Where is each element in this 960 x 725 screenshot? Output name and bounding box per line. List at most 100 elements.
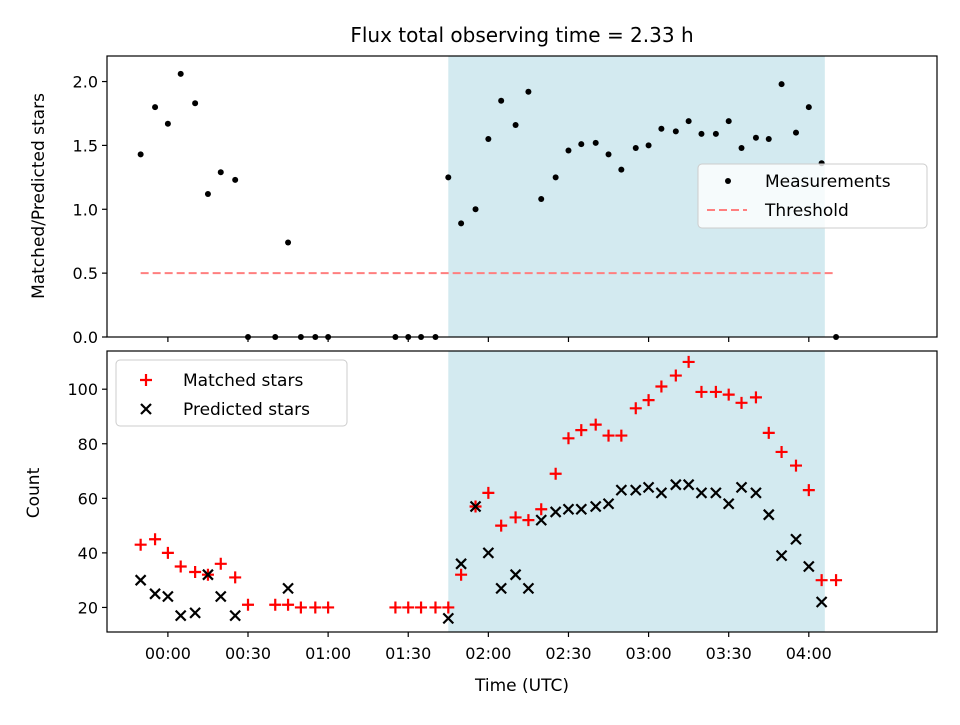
measurement-point	[445, 174, 452, 181]
matched-star-point	[802, 484, 815, 497]
measurement-point	[217, 169, 224, 176]
measurement-point	[645, 142, 652, 149]
measurement-point	[285, 239, 292, 246]
matched-star-point	[562, 432, 575, 445]
matched-star-point	[174, 560, 187, 573]
measurement-point	[192, 100, 199, 107]
top-y-tick-label: 0.5	[73, 264, 98, 283]
matched-star-point	[149, 533, 162, 546]
matched-star-point	[535, 503, 548, 516]
predicted-star-point	[509, 568, 522, 581]
top-y-tick-label: 1.0	[73, 200, 98, 219]
predicted-star-point	[134, 574, 147, 586]
predicted-star-point	[790, 533, 802, 546]
top-axes-frame	[106, 55, 938, 338]
measurement-point	[592, 139, 599, 146]
matched-star-point	[749, 391, 762, 404]
matched-star-point	[549, 467, 562, 480]
matched-star-point	[615, 429, 628, 442]
measurement-point	[765, 136, 772, 143]
matched-star-point	[415, 601, 428, 614]
matched-star-point	[775, 445, 788, 458]
bottom-points	[134, 355, 843, 625]
predicted-star-point	[695, 487, 708, 499]
bottom-legend-box	[115, 359, 348, 427]
measurement-point	[632, 144, 639, 151]
matched-star-point	[815, 574, 828, 587]
matched-star-point	[642, 394, 655, 407]
matched-star-point	[669, 369, 682, 382]
matched-star-point	[722, 388, 735, 401]
measurement-point	[458, 220, 465, 227]
predicted-star-point	[149, 588, 161, 600]
bottom-x-tick-label: 03:30	[706, 644, 752, 663]
measurement-point	[152, 104, 159, 111]
top-y-axis-label: Matched/Predicted stars	[29, 93, 49, 299]
bottom-x-tick-label: 03:00	[626, 644, 672, 663]
matched-star-point	[762, 426, 775, 439]
bottom-x-ticks: 00:00 00:30 01:00 01:30 02:00 02:30 03:00 03:30…	[145, 632, 832, 663]
matched-star-point	[134, 538, 147, 551]
legend-measurements-marker	[725, 178, 731, 184]
matched-star-point	[830, 574, 843, 587]
top-y-tick-label: 1.5	[73, 136, 98, 155]
top-x-ticks	[167, 337, 810, 342]
matched-star-point	[322, 601, 335, 614]
measurement-point	[232, 176, 239, 183]
bottom-y-tick-label: 80	[78, 435, 98, 454]
matched-star-point	[655, 380, 668, 393]
predicted-star-point	[710, 487, 722, 499]
predicted-star-point	[803, 560, 815, 573]
top-y-ticks: 0.0 0.5 1.0 1.5 2.0	[73, 73, 107, 347]
measurement-point	[525, 88, 532, 95]
matched-star-point	[629, 402, 642, 415]
bottom-x-tick-label: 00:30	[225, 644, 271, 663]
measurement-point	[725, 118, 732, 125]
matched-star-point	[309, 601, 322, 614]
legend-threshold-label: Threshold	[764, 201, 849, 221]
predicted-star-point	[522, 582, 535, 595]
predicted-star-point	[642, 481, 655, 494]
predicted-star-point	[775, 549, 788, 562]
measurement-point	[578, 141, 585, 148]
bottom-x-tick-label: 01:30	[385, 644, 431, 663]
measurement-point	[712, 130, 719, 137]
measurement-point	[805, 104, 812, 111]
x-axis-label: Time (UTC)	[474, 676, 569, 696]
matched-star-point	[242, 598, 255, 611]
matched-star-point	[189, 565, 202, 578]
matched-star-point	[442, 601, 455, 614]
measurement-point	[472, 206, 479, 213]
measurement-point	[538, 196, 545, 203]
measurement-point	[792, 129, 799, 136]
predicted-star-point	[615, 484, 628, 496]
bottom-x-tick-label: 04:00	[786, 644, 832, 663]
predicted-star-point	[562, 503, 575, 516]
bottom-y-axis-label: Count	[24, 467, 44, 518]
predicted-star-point	[214, 590, 227, 603]
legend-predicted-marker	[140, 403, 152, 415]
bottom-x-tick-label: 01:00	[305, 644, 351, 663]
matched-star-point	[522, 514, 535, 527]
matched-star-point	[282, 598, 295, 611]
measurement-point	[552, 174, 559, 181]
predicted-star-point	[482, 547, 495, 559]
measurement-point	[177, 70, 184, 77]
matched-star-point	[269, 598, 282, 611]
bottom-x-tick-label: 00:00	[145, 644, 191, 663]
predicted-star-point	[282, 582, 294, 595]
measurement-point	[752, 134, 759, 141]
predicted-star-point	[535, 514, 548, 526]
predicted-star-point	[629, 484, 642, 496]
measurement-point	[605, 151, 612, 158]
measurement-point	[498, 97, 505, 104]
measurement-point	[164, 120, 171, 127]
predicted-star-point	[722, 497, 735, 510]
predicted-star-point	[495, 582, 507, 595]
matched-star-point	[455, 568, 468, 581]
predicted-star-point	[750, 487, 762, 499]
predicted-star-point	[189, 607, 201, 619]
measurement-point	[685, 118, 692, 125]
matched-star-point	[682, 355, 695, 368]
